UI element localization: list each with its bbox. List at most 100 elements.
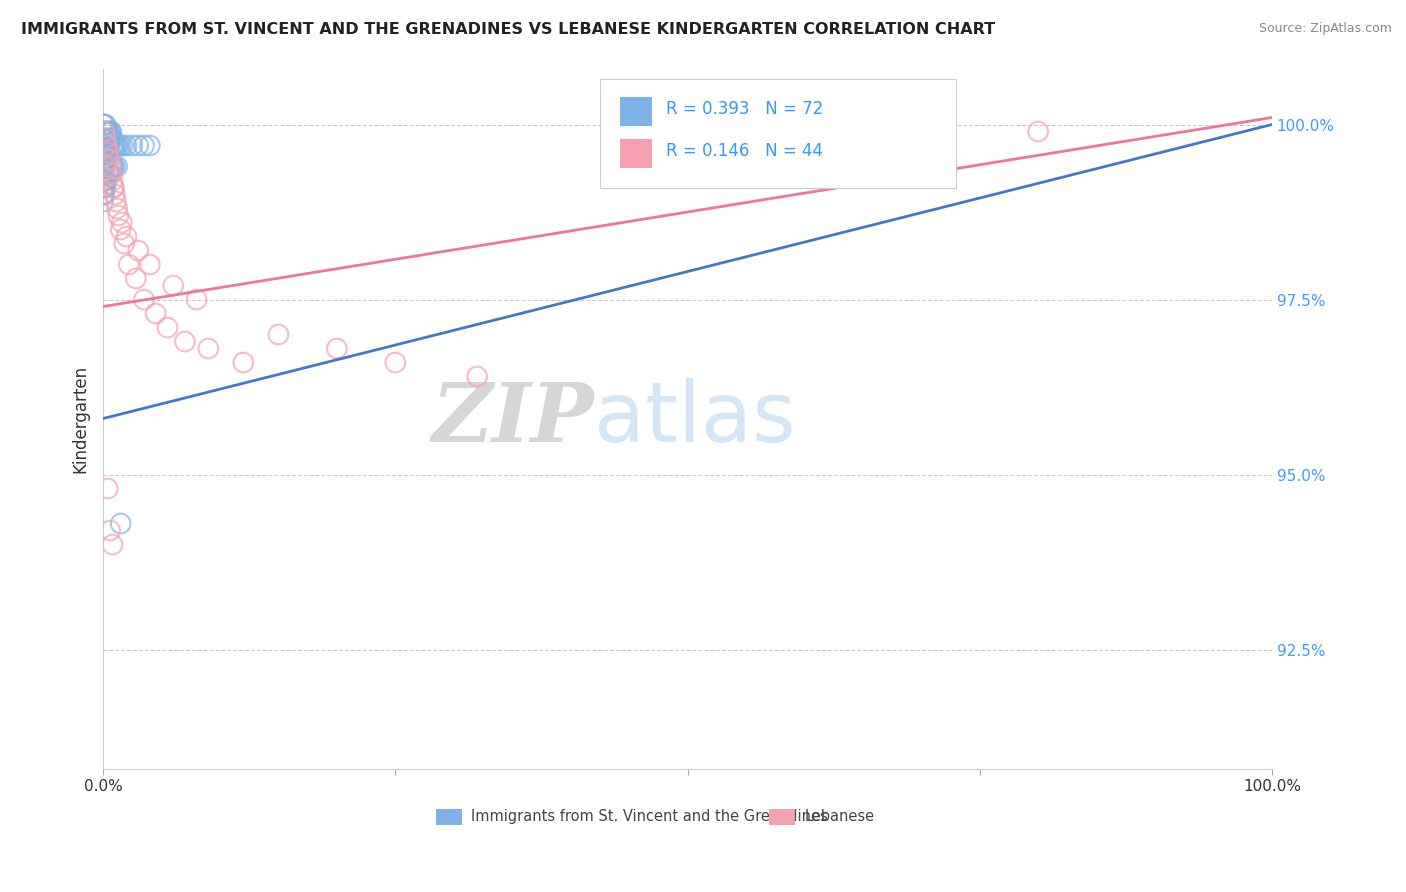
Point [110,516,132,531]
Point [98,124,121,138]
Point [115,229,138,244]
Point [94,160,117,174]
Bar [620,138,652,168]
Point [91,167,114,181]
Text: Immigrants from St. Vincent and the Grenadines: Immigrants from St. Vincent and the Gren… [471,809,828,824]
Point [94,145,117,160]
Point [98,138,121,153]
Point [91,194,114,209]
Point [101,138,124,153]
Point [91,124,114,138]
Point [98,167,121,181]
Point [97,131,120,145]
Point [91,145,114,160]
Point [97,124,120,138]
Point [97,482,120,496]
Point [96,138,118,153]
Point [101,537,124,551]
Text: Lebanese: Lebanese [804,809,875,824]
Point [97,138,120,153]
Point [267,327,290,342]
Point [94,180,117,194]
Point [111,138,134,153]
Point [93,145,115,160]
Point [98,153,121,167]
Point [112,236,135,251]
Point [121,138,143,153]
Point [94,124,117,138]
Bar [436,809,463,824]
Point [91,131,114,145]
Y-axis label: Kindergarten: Kindergarten [72,365,89,473]
Text: atlas: atlas [593,378,796,459]
Point [98,124,121,138]
Point [94,118,117,132]
Point [98,153,121,167]
Point [93,124,115,138]
Point [132,138,155,153]
Point [93,131,115,145]
Point [103,160,125,174]
Point [97,145,120,160]
Point [98,131,121,145]
Point [384,355,406,369]
Bar [620,96,652,126]
Point [91,187,114,202]
Point [96,173,118,187]
Point [174,334,197,349]
Point [111,215,134,229]
Text: IMMIGRANTS FROM ST. VINCENT AND THE GRENADINES VS LEBANESE KINDERGARTEN CORRELAT: IMMIGRANTS FROM ST. VINCENT AND THE GREN… [21,22,995,37]
Point [94,138,117,153]
Point [1026,124,1049,138]
Point [103,180,125,194]
Point [132,293,155,307]
Point [105,138,128,153]
Point [94,131,117,145]
Point [93,118,115,132]
Point [127,244,149,258]
Text: Source: ZipAtlas.com: Source: ZipAtlas.com [1258,22,1392,36]
Text: ZIP: ZIP [432,378,593,458]
Point [104,138,127,153]
Point [93,153,115,167]
Point [91,118,114,132]
Point [186,293,208,307]
Point [93,167,115,181]
Point [105,202,128,216]
Point [98,138,121,153]
Point [103,180,125,194]
Point [105,160,128,174]
Point [98,131,121,145]
Point [104,187,127,202]
Point [96,145,118,160]
Point [103,138,125,153]
Point [93,187,115,202]
Point [104,194,127,209]
Point [96,131,118,145]
Point [139,138,162,153]
Point [98,524,121,538]
Point [93,180,115,194]
Point [97,167,120,181]
Point [232,355,254,369]
Point [97,145,120,160]
Point [101,160,124,174]
Point [100,160,122,174]
Point [91,138,114,153]
Point [101,131,124,145]
Point [115,138,138,153]
Point [156,320,179,334]
Bar [769,809,794,824]
Point [94,173,117,187]
Point [96,153,118,167]
Point [110,222,132,236]
Point [93,124,115,138]
Point [98,167,121,181]
Point [162,278,184,293]
Text: R = 0.146   N = 44: R = 0.146 N = 44 [666,142,824,161]
Point [197,342,219,356]
Point [100,124,122,138]
Point [96,138,118,153]
Text: R = 0.393   N = 72: R = 0.393 N = 72 [666,100,824,118]
Point [107,209,129,223]
